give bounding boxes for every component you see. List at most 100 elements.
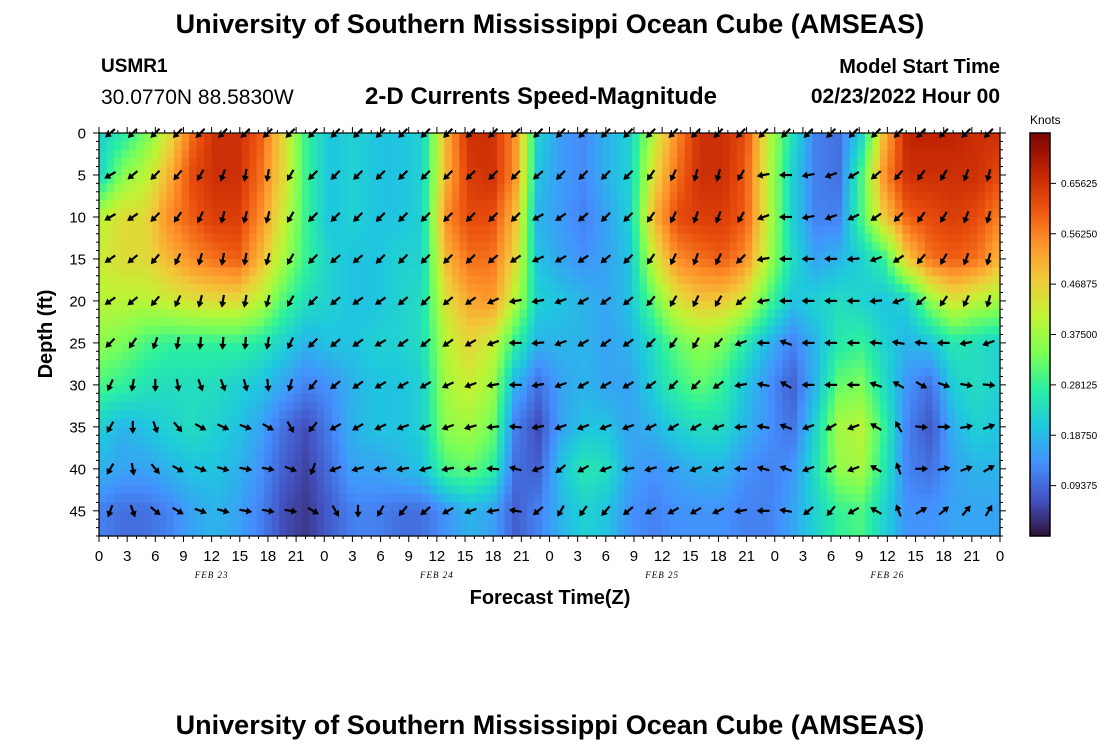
speed-cell (271, 393, 280, 403)
speed-cell (767, 368, 776, 378)
speed-cell (399, 216, 408, 226)
speed-cell (812, 309, 821, 319)
speed-cell (594, 250, 603, 260)
speed-cell (234, 250, 243, 260)
speed-cell (729, 334, 738, 344)
speed-cell (406, 216, 415, 226)
speed-cell (361, 216, 370, 226)
speed-cell (812, 242, 821, 252)
speed-cell (369, 426, 378, 436)
speed-cell (301, 174, 310, 184)
speed-cell (969, 200, 979, 210)
speed-cell (729, 468, 738, 478)
speed-cell (947, 334, 956, 344)
speed-cell (954, 452, 964, 462)
speed-cell (662, 225, 671, 235)
speed-cell (444, 258, 453, 268)
speed-cell (827, 359, 836, 369)
speed-cell (744, 384, 753, 394)
speed-cell (166, 351, 175, 361)
speed-cell (587, 225, 596, 235)
speed-cell (902, 326, 911, 336)
speed-cell (151, 368, 160, 378)
speed-cell (421, 384, 430, 394)
speed-cell (894, 452, 903, 462)
speed-cell (932, 452, 941, 462)
speed-cell (391, 334, 400, 344)
speed-cell (354, 208, 363, 218)
speed-cell (219, 393, 228, 403)
speed-cell (129, 317, 138, 327)
speed-cell (662, 191, 671, 201)
speed-cell (984, 443, 994, 453)
speed-cell (481, 418, 491, 428)
speed-cell (249, 376, 258, 386)
speed-cell (924, 300, 934, 310)
speed-cell (256, 133, 265, 142)
speed-cell (677, 284, 686, 294)
speed-cell (474, 191, 483, 201)
speed-cell (444, 233, 453, 243)
speed-cell (662, 250, 671, 260)
speed-cell (564, 149, 573, 159)
speed-cell (406, 242, 415, 252)
speed-cell (759, 233, 768, 243)
speed-cell (114, 300, 123, 310)
speed-cell (489, 133, 498, 142)
speed-cell (421, 133, 430, 142)
speed-cell (144, 284, 153, 294)
speed-cell (602, 452, 611, 462)
speed-cell (737, 191, 746, 201)
speed-cell (391, 401, 400, 411)
speed-cell (692, 133, 701, 142)
speed-cell (339, 342, 348, 352)
speed-cell (174, 393, 183, 403)
speed-cell (511, 216, 521, 226)
speed-cell (939, 258, 949, 268)
speed-cell (421, 300, 430, 310)
speed-cell (842, 284, 851, 294)
speed-cell (99, 368, 108, 378)
speed-cell (579, 242, 588, 252)
speed-cell (677, 267, 686, 277)
speed-cell (489, 216, 498, 226)
speed-cell (677, 384, 686, 394)
speed-cell (136, 384, 145, 394)
speed-cell (166, 225, 175, 235)
speed-cell (549, 317, 558, 327)
speed-cell (954, 225, 964, 235)
speed-cell (647, 174, 656, 184)
speed-cell (962, 359, 971, 369)
speed-cell (361, 477, 370, 487)
speed-cell (354, 309, 363, 319)
speed-cell (106, 477, 115, 487)
speed-cell (557, 258, 566, 268)
speed-cell (354, 133, 363, 142)
speed-cell (602, 225, 611, 235)
speed-cell (369, 334, 378, 344)
speed-cell (879, 359, 888, 369)
speed-cell (879, 300, 888, 310)
speed-cell (669, 334, 678, 344)
speed-cell (602, 368, 611, 378)
speed-cell (534, 133, 543, 142)
speed-cell (804, 426, 813, 436)
speed-cell (391, 191, 400, 201)
speed-cell (466, 183, 476, 193)
speed-cell (121, 216, 130, 226)
speed-cell (849, 443, 858, 453)
speed-cell (632, 174, 641, 184)
speed-cell (429, 242, 438, 252)
speed-cell (174, 250, 183, 260)
speed-cell (549, 141, 558, 151)
speed-cell (894, 309, 903, 319)
speed-cell (189, 342, 198, 352)
speed-cell (857, 326, 866, 336)
speed-cell (204, 166, 213, 176)
speed-cell (827, 342, 836, 352)
speed-cell (474, 166, 483, 176)
speed-cell (294, 477, 303, 487)
speed-cell (759, 174, 768, 184)
speed-cell (316, 460, 325, 470)
speed-cell (594, 376, 603, 386)
